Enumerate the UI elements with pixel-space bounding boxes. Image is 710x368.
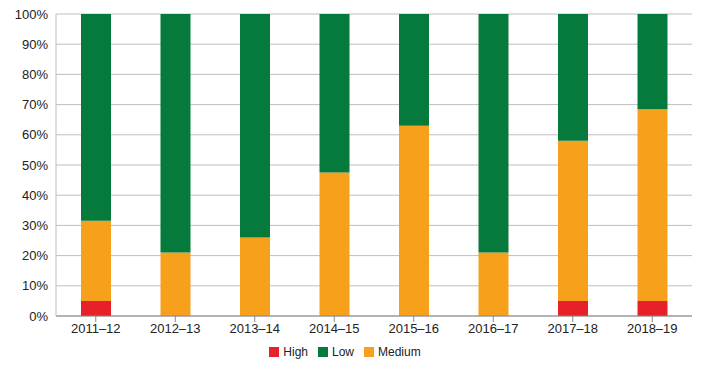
svg-text:0%: 0% — [29, 309, 48, 324]
svg-text:2016–17: 2016–17 — [468, 321, 519, 336]
svg-text:100%: 100% — [15, 8, 49, 22]
svg-text:2013–14: 2013–14 — [229, 321, 280, 336]
svg-text:70%: 70% — [22, 97, 48, 112]
svg-text:30%: 30% — [22, 218, 48, 233]
svg-text:2015–16: 2015–16 — [388, 321, 439, 336]
html-text:High: High — [283, 345, 308, 359]
svg-text:2012–13: 2012–13 — [150, 321, 201, 336]
svg-text:2014–15: 2014–15 — [309, 321, 360, 336]
svg-text:10%: 10% — [22, 278, 48, 293]
svg-text:40%: 40% — [22, 188, 48, 203]
svg-text:80%: 80% — [22, 67, 48, 82]
svg-text:60%: 60% — [22, 127, 48, 142]
svg-text:2018–19: 2018–19 — [627, 321, 678, 336]
svg-text:20%: 20% — [22, 248, 48, 263]
html-text:Low: Low — [332, 345, 354, 359]
svg-text:50%: 50% — [22, 158, 48, 173]
svg-text:2017–18: 2017–18 — [547, 321, 598, 336]
svg-text:90%: 90% — [22, 37, 48, 52]
html-text:Medium: Medium — [378, 345, 421, 359]
svg-text:2011–12: 2011–12 — [71, 321, 121, 336]
